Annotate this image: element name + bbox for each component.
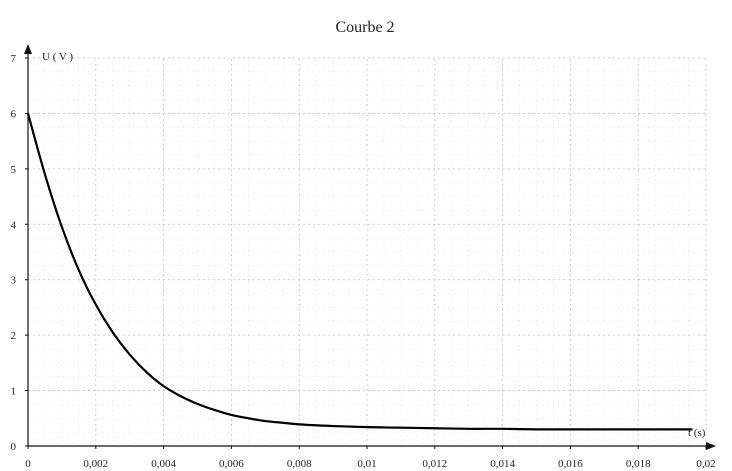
- x-tick-label: 0,012: [422, 458, 447, 470]
- series-line: [26, 113, 693, 431]
- x-tick-label: 0,014: [490, 458, 515, 470]
- tick-labels: 0 0,002 0,004 0,006 0,008 0,01 0,012 0,014 0,016…: [11, 53, 716, 470]
- chart-title: Courbe 2: [335, 19, 394, 36]
- y-tick-label: 5: [11, 164, 17, 176]
- x-tick-label: 0,008: [287, 458, 312, 470]
- x-tick-label: 0,004: [151, 458, 176, 470]
- y-tick-label: 4: [11, 219, 17, 231]
- axes: [24, 44, 716, 450]
- y-tick-label: 0: [11, 441, 17, 453]
- y-tick-label: 3: [11, 275, 17, 287]
- x-tick-label: 0,02: [696, 458, 715, 470]
- y-tick-label: 2: [11, 330, 17, 342]
- grid: [28, 57, 707, 446]
- y-tick-label: 1: [11, 386, 17, 398]
- x-axis-arrow: [706, 442, 716, 450]
- y-axis-label: U ( V ): [42, 51, 73, 63]
- x-tick-label: 0,002: [83, 458, 108, 470]
- y-tick-label: 6: [11, 108, 17, 120]
- x-tick-label: 0,006: [219, 458, 244, 470]
- x-tick-label: 0,016: [558, 458, 583, 470]
- x-tick-label: 0: [25, 458, 31, 470]
- y-axis-arrow: [24, 44, 32, 54]
- series: [26, 113, 693, 431]
- x-tick-label: 0,018: [626, 458, 651, 470]
- y-tick-label: 7: [11, 53, 17, 65]
- x-tick-label: 0,01: [357, 458, 376, 470]
